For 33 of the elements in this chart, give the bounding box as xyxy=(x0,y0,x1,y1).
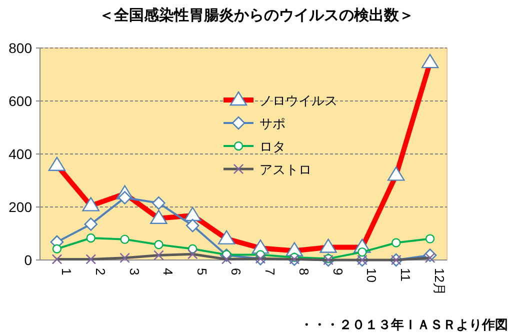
x-tick-label: 2 xyxy=(92,268,108,276)
legend-label: サポ xyxy=(260,116,286,131)
point xyxy=(358,247,367,257)
x-tick-label: 12月 xyxy=(432,268,448,296)
point xyxy=(120,234,130,244)
x-tick-label: 5 xyxy=(194,268,210,276)
x-tick-label: 11 xyxy=(398,268,414,282)
point xyxy=(152,196,166,210)
legend-label: ロタ xyxy=(260,139,286,154)
x-tick-label: 6 xyxy=(228,268,244,276)
point xyxy=(186,218,200,232)
y-tick-label: 600 xyxy=(8,93,32,109)
legend-label: ノロウイルス xyxy=(260,93,338,108)
text: ・・・２０１３年ＩＡＳＲより作図 xyxy=(300,317,508,332)
x-tick-label: 3 xyxy=(126,268,142,276)
y-tick-label: 400 xyxy=(8,146,32,162)
point xyxy=(52,244,62,254)
point xyxy=(392,238,401,248)
legend-label: アストロ xyxy=(260,162,312,177)
y-tick-label: 800 xyxy=(8,40,32,56)
x-tick-label: 8 xyxy=(296,268,312,276)
x-tick-label: 7 xyxy=(262,268,278,276)
point xyxy=(154,240,164,250)
x-tick-label: 4 xyxy=(160,268,176,276)
y-tick-label: 0 xyxy=(24,252,32,268)
x-tick-label: 10 xyxy=(364,268,380,282)
x-tick-label: 1 xyxy=(58,268,74,276)
chart-title: ＜全国感染性胃腸炎からのウイルスの検出数＞ xyxy=(99,6,414,24)
point xyxy=(425,234,435,244)
x-tick-label: 9 xyxy=(330,268,346,276)
point xyxy=(86,233,96,243)
y-tick-label: 200 xyxy=(8,199,32,215)
point xyxy=(84,218,98,231)
